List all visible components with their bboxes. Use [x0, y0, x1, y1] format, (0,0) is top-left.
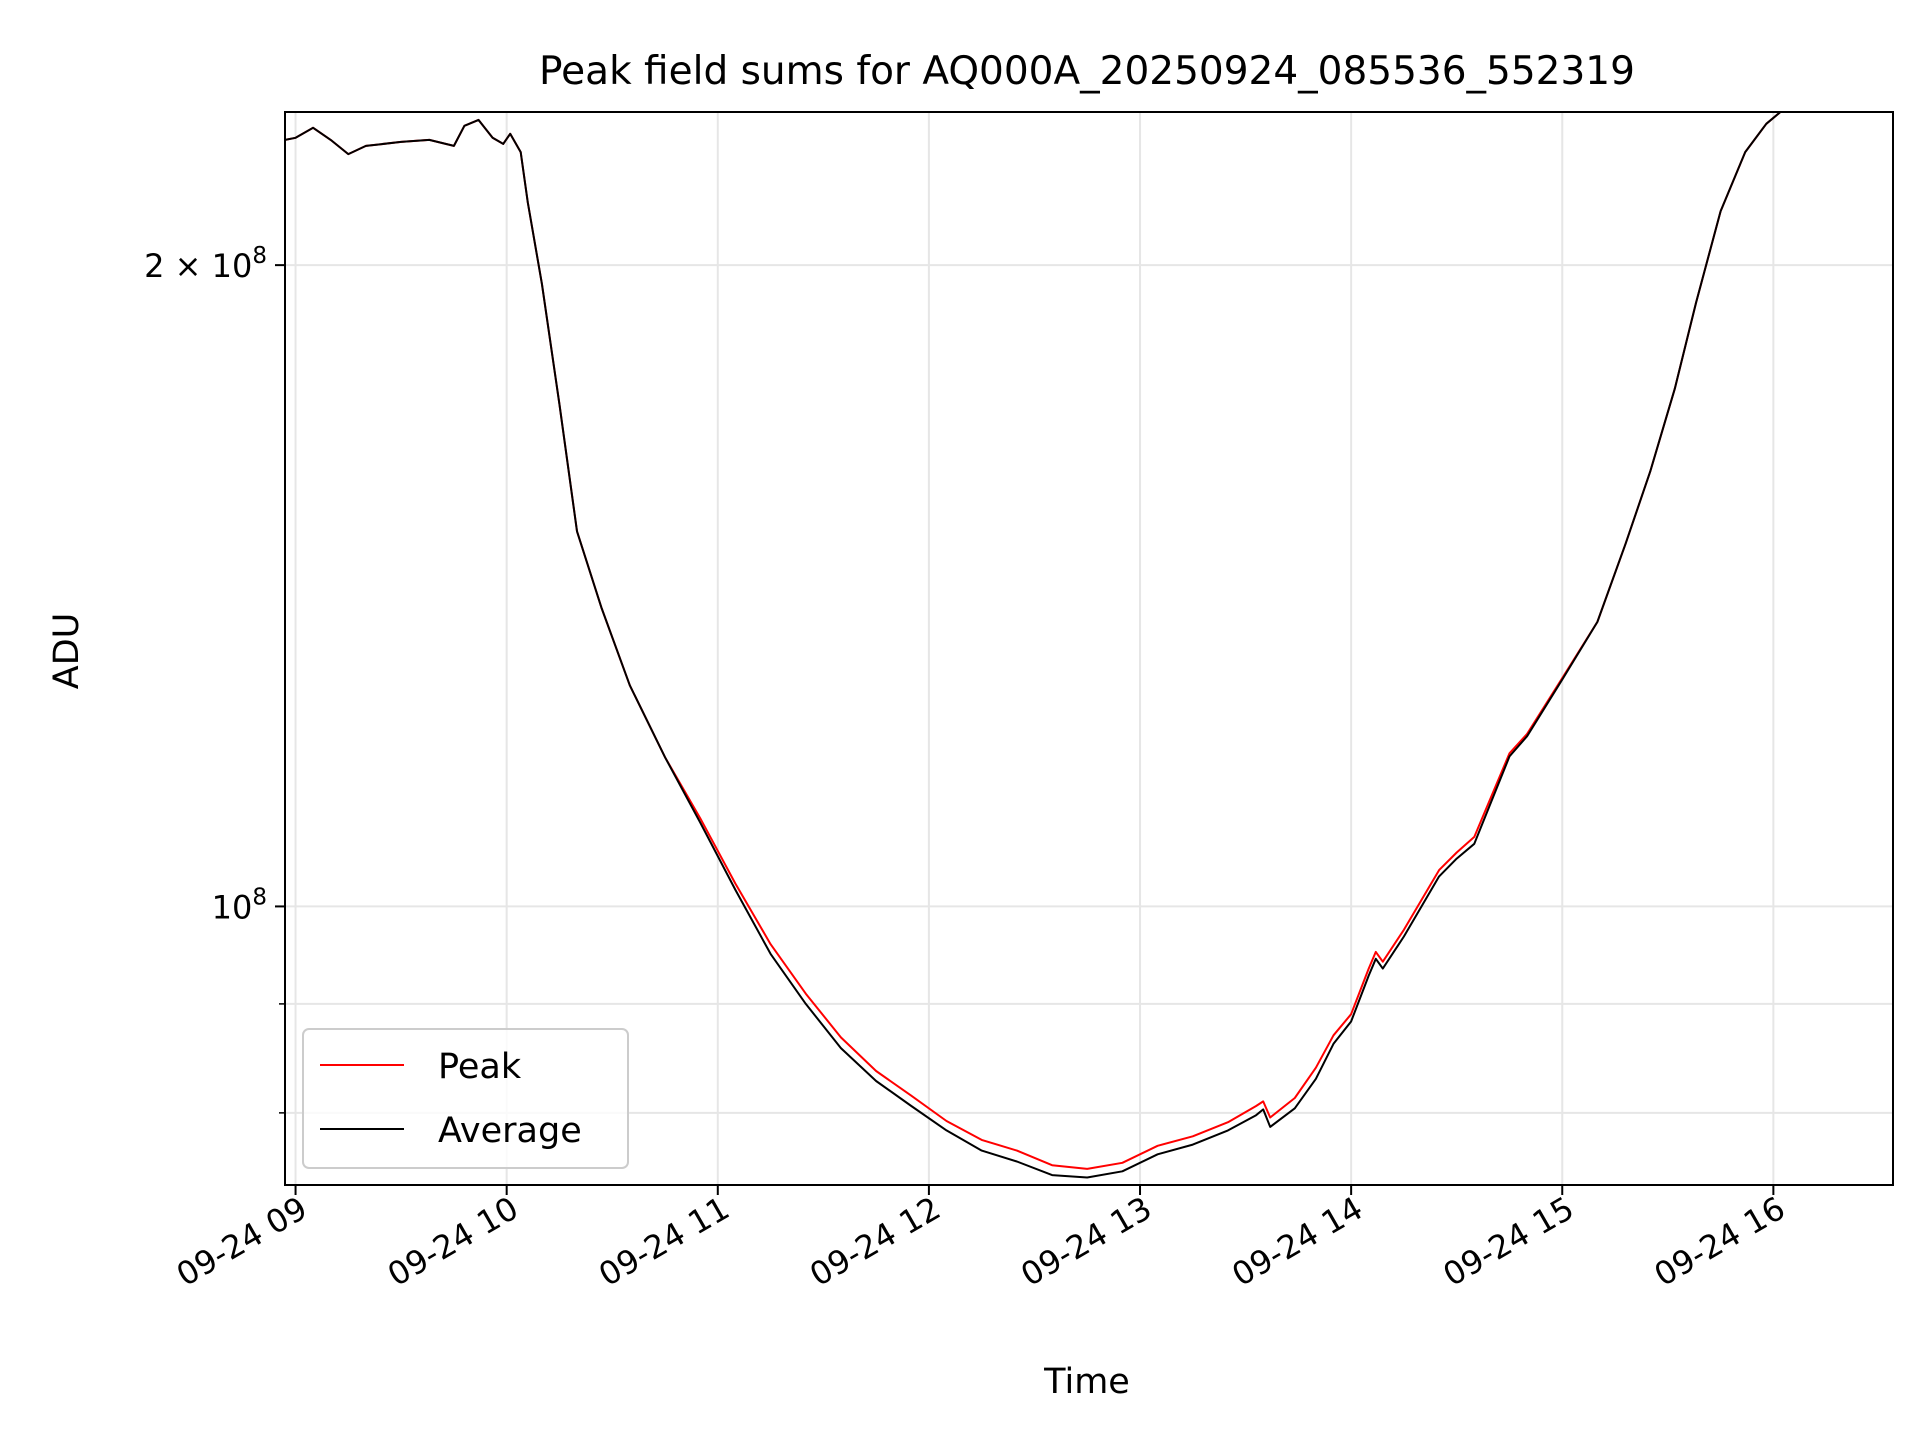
legend-box	[302, 1028, 629, 1169]
grid	[285, 112, 1893, 1185]
y-axis-label: ADU	[47, 613, 87, 690]
y-tick-label-0: 108	[212, 884, 267, 926]
legend-label-peak: Peak	[438, 1047, 522, 1087]
y-tick-label-1: 2 × 108	[144, 243, 267, 285]
x-axis-label: Time	[1043, 1362, 1130, 1402]
chart-title: Peak field sums for AQ000A_20250924_0855…	[539, 49, 1635, 94]
series-line-average	[285, 112, 1782, 1179]
legend: Peak Average	[302, 1028, 629, 1169]
plot-frame	[284, 111, 1894, 1186]
y-axis-ticks: 108 2 × 108	[144, 243, 285, 1114]
legend-label-average: Average	[438, 1111, 582, 1151]
series-lines	[285, 112, 1782, 1179]
